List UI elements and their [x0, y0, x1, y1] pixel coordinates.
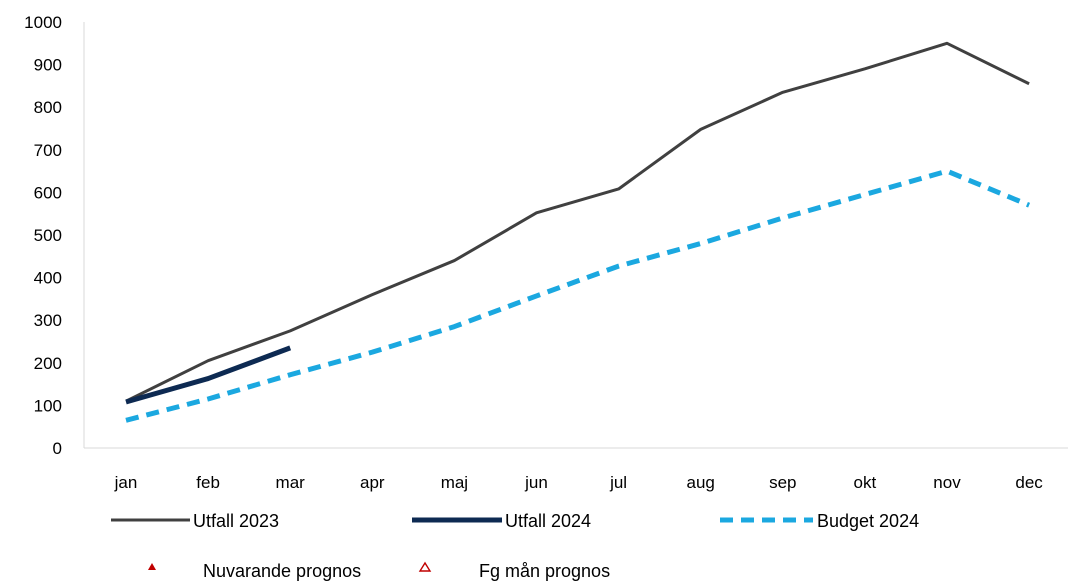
x-tick-label: nov — [933, 473, 961, 492]
series-line-utfall-2023 — [125, 41, 1030, 403]
legend-label-utfall-2024: Utfall 2024 — [505, 511, 591, 531]
x-tick-label: maj — [441, 473, 468, 492]
y-tick-label: 900 — [34, 56, 62, 75]
legend-label-utfall-2023: Utfall 2023 — [193, 511, 279, 531]
hollow-triangle-icon — [418, 561, 432, 572]
x-tick-label: okt — [854, 473, 877, 492]
x-tick-label: sep — [769, 473, 796, 492]
y-tick-label: 1000 — [24, 13, 62, 32]
y-tick-labels: 0 100 200 300 400 500 600 700 800 900 1000 — [24, 13, 62, 458]
x-tick-label: mar — [276, 473, 306, 492]
filled-triangle-icon — [148, 563, 156, 570]
y-tick-label: 0 — [53, 439, 62, 458]
y-tick-label: 700 — [34, 141, 62, 160]
x-tick-label: feb — [196, 473, 220, 492]
y-tick-label: 800 — [34, 98, 62, 117]
series-line-budget-2024 — [125, 168, 1031, 423]
legend-label-nuvarande-prognos: Nuvarande prognos — [203, 561, 361, 581]
x-tick-label: jul — [609, 473, 627, 492]
x-tick-label: apr — [360, 473, 385, 492]
x-tick-label: aug — [687, 473, 715, 492]
x-tick-label: jan — [114, 473, 138, 492]
legend-label-budget-2024: Budget 2024 — [817, 511, 919, 531]
y-tick-label: 200 — [34, 354, 62, 373]
x-tick-labels: jan feb mar apr maj jun jul aug sep okt nov dec — [114, 473, 1044, 492]
legend: Utfall 2023 Utfall 2024 Budget 2024 Nuva… — [111, 511, 919, 581]
x-tick-label: dec — [1015, 473, 1043, 492]
series-lines — [125, 41, 1031, 423]
y-tick-label: 400 — [34, 269, 62, 288]
y-tick-label: 600 — [34, 183, 62, 202]
y-tick-label: 100 — [34, 396, 62, 415]
x-tick-label: jun — [524, 473, 548, 492]
legend-label-fg-man-prognos: Fg mån prognos — [479, 561, 610, 581]
y-tick-label: 300 — [34, 311, 62, 330]
series-line-utfall-2024 — [125, 345, 292, 405]
y-tick-label: 500 — [34, 226, 62, 245]
